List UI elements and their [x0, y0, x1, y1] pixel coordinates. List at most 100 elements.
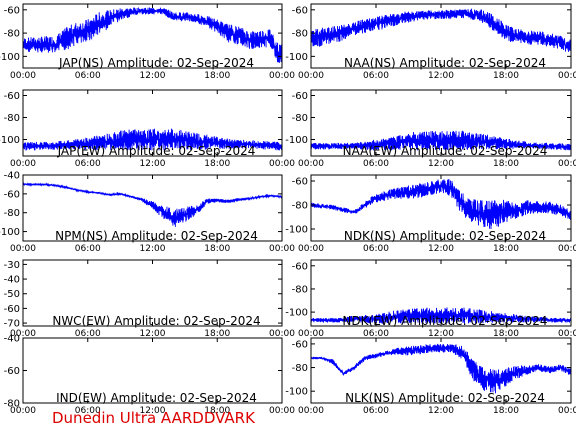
x-tick-label: 18:00 — [204, 329, 230, 339]
x-tick-label: 12:00 — [140, 159, 166, 169]
x-tick-label: 18:00 — [493, 71, 519, 81]
panel-1: -100 -80 -60 00:00 06:00 12:00 18:00 00:00 NAA(N… — [285, 3, 576, 81]
y-tick-label: -60 — [292, 339, 308, 350]
x-tick-label: 12:00 — [428, 71, 454, 81]
trace-line — [23, 128, 282, 151]
x-tick-label: 18:00 — [493, 329, 519, 339]
x-tick-label: 12:00 — [428, 406, 454, 416]
panel-title: NDK(EW) Amplitude: 02-Sep-2024 — [342, 314, 547, 328]
y-tick-label: -40 — [4, 275, 20, 286]
panel-7: -100 -80 -60 00:00 06:00 12:00 18:00 00:00 NDK(E… — [285, 259, 576, 339]
y-tick-label: -30 — [4, 260, 20, 271]
x-tick-label: 00:00 — [558, 159, 576, 169]
x-tick-label: 12:00 — [140, 406, 166, 416]
y-tick-label: -80 — [4, 208, 20, 219]
y-tick-label: -100 — [285, 52, 308, 63]
x-tick-label: 00:00 — [558, 406, 576, 416]
y-tick-label: -40 — [4, 171, 20, 182]
y-tick-label: -100 — [0, 135, 20, 146]
y-tick-label: -80 — [292, 363, 308, 374]
panel-title: NAA(EW) Amplitude: 02-Sep-2024 — [343, 144, 548, 158]
x-tick-label: 12:00 — [428, 159, 454, 169]
panel-0: -100 -80 -60 00:00 06:00 12:00 18:00 00:00 JAP(N… — [0, 3, 295, 81]
x-tick-label: 00:00 — [10, 71, 36, 81]
x-tick-label: 06:00 — [363, 406, 389, 416]
x-tick-label: 06:00 — [363, 244, 389, 254]
y-tick-label: -40 — [4, 334, 20, 345]
y-tick-label: -60 — [4, 5, 20, 16]
y-tick-label: -100 — [285, 135, 308, 146]
trace-line — [23, 182, 282, 227]
x-tick-label: 06:00 — [75, 406, 101, 416]
x-tick-label: 06:00 — [363, 159, 389, 169]
y-tick-label: -60 — [4, 304, 20, 315]
x-tick-label: 00:00 — [298, 71, 324, 81]
x-tick-label: 18:00 — [493, 159, 519, 169]
x-tick-label: 18:00 — [493, 406, 519, 416]
x-tick-label: 00:00 — [269, 71, 295, 81]
x-tick-label: 00:00 — [269, 244, 295, 254]
y-tick-label: -80 — [292, 201, 308, 212]
x-tick-label: 18:00 — [493, 244, 519, 254]
y-tick-label: -100 — [0, 52, 20, 63]
x-tick-label: 00:00 — [10, 329, 36, 339]
x-tick-label: 18:00 — [204, 159, 230, 169]
y-tick-label: -60 — [292, 5, 308, 16]
x-tick-label: 12:00 — [140, 71, 166, 81]
x-tick-label: 00:00 — [298, 329, 324, 339]
y-tick-label: -70 — [4, 319, 20, 330]
panel-title: NLK(NS) Amplitude: 02-Sep-2024 — [345, 391, 545, 405]
panel-6: -70 -60 -50 -40 -30 00:00 06:00 12:00 18:00 00:00… — [4, 259, 295, 339]
x-tick-label: 00:00 — [298, 244, 324, 254]
panel-2: -100 -80 -60 00:00 06:00 12:00 18:00 00:00 JAP(E… — [0, 89, 295, 169]
y-tick-label: -60 — [292, 261, 308, 272]
x-tick-label: 00:00 — [10, 159, 36, 169]
y-tick-label: -60 — [4, 189, 20, 200]
trace-line — [311, 8, 571, 52]
panel-3: -100 -80 -60 00:00 06:00 12:00 18:00 00:00 NAA(E… — [285, 89, 576, 169]
x-tick-label: 12:00 — [428, 244, 454, 254]
x-tick-label: 06:00 — [363, 329, 389, 339]
x-tick-label: 06:00 — [75, 71, 101, 81]
x-tick-label: 00:00 — [269, 406, 295, 416]
x-tick-label: 06:00 — [75, 244, 101, 254]
y-tick-label: -60 — [292, 91, 308, 102]
x-tick-label: 06:00 — [75, 159, 101, 169]
y-tick-label: -60 — [292, 177, 308, 188]
y-tick-label: -80 — [292, 284, 308, 295]
trace-line — [311, 130, 571, 151]
trace-line — [311, 307, 571, 324]
panel-title: NAA(NS) Amplitude: 02-Sep-2024 — [344, 56, 546, 70]
y-tick-label: -100 — [285, 387, 308, 398]
panel-title: NWC(EW) Amplitude: 02-Sep-2024 — [52, 314, 260, 328]
x-tick-label: 00:00 — [298, 406, 324, 416]
y-tick-label: -60 — [4, 366, 20, 377]
x-tick-label: 18:00 — [204, 406, 230, 416]
x-tick-label: 00:00 — [558, 244, 576, 254]
y-tick-label: -100 — [0, 227, 20, 238]
panel-title: JAP(NS) Amplitude: 02-Sep-2024 — [58, 56, 254, 70]
x-tick-label: 00:00 — [558, 329, 576, 339]
panel-title: NPM(NS) Amplitude: 02-Sep-2024 — [55, 229, 258, 243]
x-tick-label: 00:00 — [10, 244, 36, 254]
x-tick-label: 12:00 — [140, 244, 166, 254]
trace-line — [311, 179, 571, 230]
x-tick-label: 00:00 — [298, 159, 324, 169]
panel-9: -100 -80 -60 00:00 06:00 12:00 18:00 00:00 NLK(N… — [285, 337, 576, 416]
y-tick-label: -80 — [4, 399, 20, 410]
x-tick-label: 18:00 — [204, 244, 230, 254]
y-tick-label: -50 — [4, 289, 20, 300]
panel-5: -100 -80 -60 00:00 06:00 12:00 18:00 00:00 NDK(N… — [285, 174, 576, 254]
panel-4: -100 -80 -60 -40 00:00 06:00 12:00 18:00 00:00 NP… — [0, 171, 295, 255]
footer-label: Dunedin Ultra AARDDVARK — [52, 409, 255, 427]
x-tick-label: 00:00 — [269, 159, 295, 169]
panel-8: -80 -60 -40 00:00 06:00 12:00 18:00 00:00 IND(EW… — [4, 334, 296, 417]
x-tick-label: 06:00 — [75, 329, 101, 339]
x-tick-label: 12:00 — [428, 329, 454, 339]
panel-title: JAP(EW) Amplitude: 02-Sep-2024 — [57, 144, 256, 158]
x-tick-label: 00:00 — [269, 329, 295, 339]
x-tick-label: 00:00 — [558, 71, 576, 81]
y-tick-label: -80 — [292, 29, 308, 40]
y-tick-label: -60 — [4, 91, 20, 102]
y-tick-label: -80 — [4, 29, 20, 40]
